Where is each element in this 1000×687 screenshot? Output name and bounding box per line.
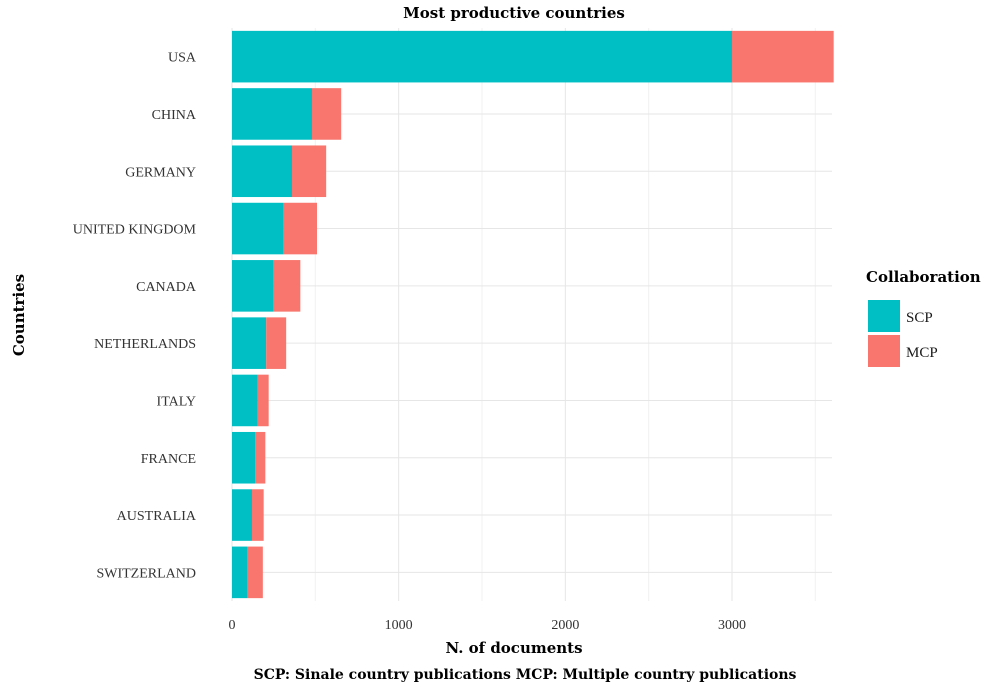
bar-scp-france: [232, 431, 256, 484]
bar-scp-italy: [232, 374, 258, 427]
category-labels: USA CHINA GERMANY UNITED KINGDOM CANADA NETHE…: [73, 51, 197, 582]
grid: [231, 28, 832, 601]
bar-scp-usa: [232, 30, 732, 83]
category-label: FRANCE: [141, 452, 196, 467]
chart-title: Most productive countries: [403, 4, 625, 22]
bar-scp-united-kingdom: [232, 202, 284, 255]
legend-title: Collaboration: [866, 268, 981, 286]
category-label: USA: [168, 51, 197, 66]
category-label: ITALY: [157, 394, 196, 409]
legend: Collaboration SCP MCP: [866, 268, 981, 367]
bars: [232, 30, 834, 599]
x-axis-title: N. of documents: [445, 639, 582, 657]
bar-scp-germany: [232, 145, 292, 198]
bar-mcp-australia: [252, 489, 264, 541]
category-label: AUSTRALIA: [117, 509, 197, 524]
bar-mcp-china: [312, 88, 342, 140]
bar-scp-switzerland: [232, 546, 247, 599]
bar-mcp-netherlands: [266, 317, 287, 369]
legend-swatch-mcp: [868, 335, 900, 367]
bar-scp-australia: [232, 489, 252, 541]
category-label: GERMANY: [125, 165, 196, 180]
bar-mcp-france: [255, 431, 266, 484]
legend-swatch-scp: [868, 300, 900, 332]
category-label: UNITED KINGDOM: [73, 223, 197, 238]
bar-mcp-canada: [273, 260, 301, 312]
bar-mcp-united-kingdom: [283, 202, 317, 255]
x-tick-label: 2000: [551, 618, 579, 633]
bar-mcp-italy: [257, 374, 269, 427]
category-label: SWITZERLAND: [96, 566, 196, 581]
bar-scp-netherlands: [232, 317, 267, 369]
bar-mcp-switzerland: [247, 546, 263, 599]
legend-label-mcp: MCP: [906, 345, 938, 361]
bar-scp-china: [232, 88, 312, 140]
bar-mcp-germany: [292, 145, 327, 198]
legend-label-scp: SCP: [906, 310, 933, 326]
x-tick-label: 1000: [385, 618, 413, 633]
chart-caption: SCP: Sinale country publications MCP: Mu…: [254, 667, 797, 683]
category-label: CHINA: [152, 108, 197, 123]
x-tick-label: 3000: [718, 618, 746, 633]
bar-scp-canada: [232, 260, 274, 312]
y-axis-title: Countries: [10, 274, 28, 356]
category-label: CANADA: [136, 280, 197, 295]
x-tick-label: 0: [229, 618, 236, 633]
x-tick-labels: 0 1000 2000 3000: [229, 618, 747, 633]
category-label: NETHERLANDS: [94, 337, 196, 352]
bar-mcp-usa: [732, 30, 834, 83]
